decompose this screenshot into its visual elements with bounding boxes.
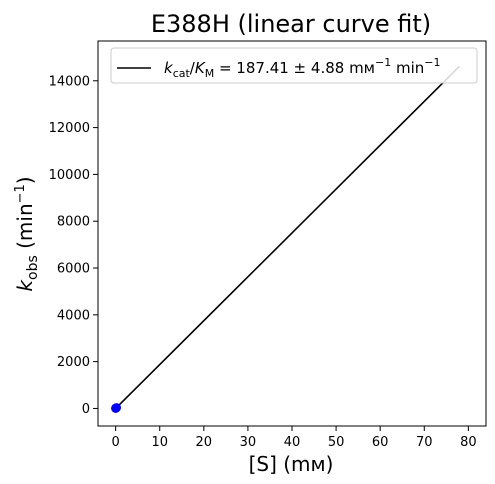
x-tick-label: 10 (151, 435, 168, 450)
y-label-k: k (13, 279, 37, 292)
x-tick-label: 30 (240, 435, 257, 450)
legend-label: kcat/KM = 187.41 ± 4.88 mм−1 min−1 (164, 56, 441, 80)
y-label-close: ) (13, 176, 37, 184)
y-axis: 0 2000 4000 6000 8000 10000 12000 14000 (49, 74, 98, 417)
x-tick-label: 70 (416, 435, 433, 450)
y-label-exp: −1 (13, 184, 28, 203)
y-tick-label: 10000 (49, 168, 90, 183)
x-axis: 0 10 20 30 40 50 60 70 80 (111, 426, 477, 450)
legend-K: K (195, 59, 206, 77)
legend-exp2: −1 (424, 56, 440, 69)
x-tick-label: 20 (196, 435, 213, 450)
legend-exp1: −1 (375, 56, 391, 69)
y-label-units: (min (13, 203, 37, 255)
y-axis-label: kobs (min−1) (13, 176, 41, 291)
legend-k: k (164, 59, 174, 77)
series-layer (111, 65, 461, 413)
x-tick-label: 60 (372, 435, 389, 450)
legend-slash: / (190, 59, 196, 77)
legend-box (110, 47, 478, 84)
y-tick-label: 8000 (57, 215, 90, 230)
x-tick-label: 40 (284, 435, 301, 450)
y-tick-label: 4000 (57, 308, 90, 323)
x-axis-label: [S] (mм) (249, 452, 334, 476)
data-point (112, 403, 122, 413)
y-tick-label: 0 (82, 402, 90, 417)
y-tick-label: 2000 (57, 355, 90, 370)
legend-k-sub: cat (173, 67, 191, 80)
legend-unit2: min (391, 59, 424, 77)
x-tick-label: 0 (111, 435, 119, 450)
x-tick-label: 50 (328, 435, 345, 450)
y-tick-label: 12000 (49, 121, 90, 136)
legend: kcat/KM = 187.41 ± 4.88 mм−1 min−1 (110, 47, 478, 84)
y-tick-label: 6000 (57, 262, 90, 277)
chart-title: E388H (linear curve fit) (151, 10, 431, 38)
y-label-sub: obs (25, 255, 41, 280)
legend-K-sub: M (205, 67, 215, 80)
fit-line (115, 65, 461, 410)
y-tick-label: 14000 (49, 74, 90, 89)
legend-value: = 187.41 ± 4.88 mм (214, 59, 375, 77)
x-tick-label: 80 (460, 435, 477, 450)
